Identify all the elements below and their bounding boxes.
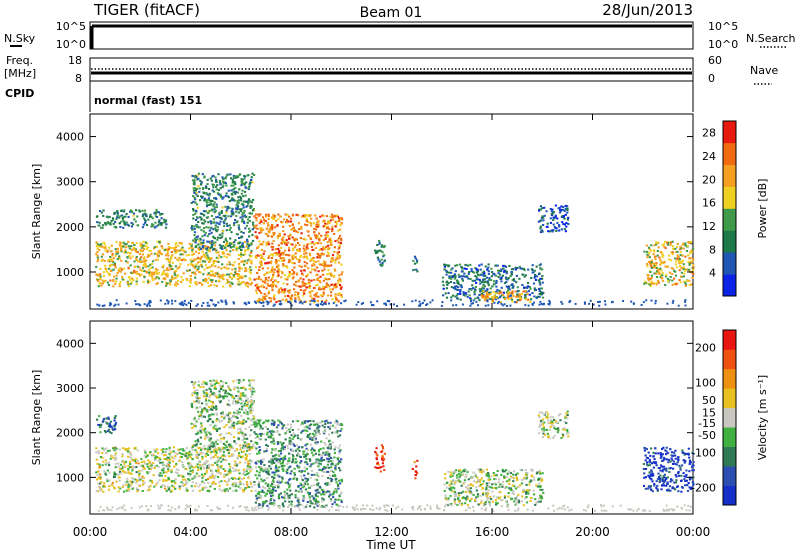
y-tick-label: 3000: [56, 176, 84, 189]
velocity-frame: [90, 321, 693, 514]
cpid-label: CPID: [5, 87, 34, 100]
y-tick-label: 3000: [56, 382, 84, 395]
y-tick-label: 4000: [56, 131, 84, 144]
colorbar-tick-label: 4: [709, 267, 716, 280]
colorbar-segment: [723, 369, 736, 389]
colorbar-segment: [723, 427, 736, 447]
colorbar-tick-label: 50: [702, 394, 716, 407]
station-title: TIGER (fitACF): [93, 1, 200, 19]
x-axis-label: Time UT: [365, 538, 416, 552]
y-tick-label: 4000: [56, 337, 84, 350]
x-tick-label: 12:00: [374, 525, 409, 539]
x-tick-label: 20:00: [575, 525, 610, 539]
colorbar-label: Velocity [m s⁻¹]: [756, 375, 769, 460]
nave-tick-top: 60: [708, 54, 722, 67]
x-tick-label: 16:00: [475, 525, 510, 539]
nave-tick-bottom: 0: [708, 72, 715, 85]
y-tick-label: 2000: [56, 221, 84, 234]
colorbar-segment: [723, 165, 736, 187]
colorbar-segment: [723, 143, 736, 165]
nsky-tick-top: 10^5: [56, 20, 86, 33]
colorbar-tick-label: 15: [702, 406, 716, 419]
colorbar-segment: [723, 121, 736, 143]
colorbar-tick-label: 200: [695, 342, 716, 355]
nave-label: Nave: [750, 64, 778, 77]
colorbar-tick-label: -100: [691, 447, 716, 460]
colorbar-tick-label: 16: [702, 197, 716, 210]
colorbar-tick-label: 8: [709, 243, 716, 256]
colorbar-segment: [723, 230, 736, 252]
colorbar-segment: [723, 209, 736, 231]
colorbar-tick-label: 28: [702, 127, 716, 140]
power-panel: 1000 2000 3000 4000 Slant Range [km] 4 8 12 16 20…: [30, 114, 769, 309]
nsky-label: N.Sky: [4, 32, 36, 45]
freq-label-line2: [MHz]: [4, 67, 36, 80]
nsearch-tick-bottom: 10^0: [708, 38, 738, 51]
colorbar-segment: [723, 447, 736, 467]
colorbar-tick-label: 20: [702, 173, 716, 186]
colorbar-segment: [723, 486, 736, 506]
nsky-tick-bottom: 10^0: [56, 38, 86, 51]
x-tick-label: 08:00: [274, 525, 309, 539]
colorbar-segment: [723, 408, 736, 428]
x-tick-label: 04:00: [173, 525, 208, 539]
cpid-value: normal (fast) 151: [94, 94, 202, 107]
colorbar-segment: [723, 274, 736, 296]
colorbar-segment: [723, 330, 736, 350]
beam-title: Beam 01: [360, 5, 423, 21]
colorbar-tick-label: 24: [702, 150, 716, 163]
power-frame: [90, 114, 693, 309]
freq-label-line1: Freq.: [6, 54, 33, 67]
colorbar-tick-label: 100: [695, 377, 716, 390]
colorbar-segment: [723, 349, 736, 369]
colorbar-tick-label: -200: [691, 482, 716, 495]
x-tick-label: 00:00: [73, 525, 108, 539]
y-axis-label: Slant Range [km]: [30, 164, 43, 260]
freq-tick-top: 18: [68, 54, 82, 67]
time-axis: 00:00 04:00 08:00 12:00 16:00 20:00 00:00: [73, 525, 711, 539]
nsearch-tick-top: 10^5: [708, 20, 738, 33]
y-tick-label: 2000: [56, 427, 84, 440]
colorbar-segment: [723, 388, 736, 408]
colorbar-label: Power [dB]: [756, 179, 769, 239]
nsearch-label: N.Search: [746, 32, 796, 45]
y-axis-label: Slant Range [km]: [30, 370, 43, 466]
freq-tick-bottom: 8: [75, 72, 82, 85]
date-title: 28/Jun/2013: [602, 1, 693, 19]
colorbar-segment: [723, 252, 736, 274]
y-tick-label: 1000: [56, 266, 84, 279]
y-tick-label: 1000: [56, 471, 84, 484]
colorbar-tick-label: -50: [698, 429, 716, 442]
colorbar-segment: [723, 187, 736, 209]
colorbar-tick-label: 12: [702, 220, 716, 233]
colorbar-segment: [723, 466, 736, 486]
x-tick-label: 00:00: [676, 525, 711, 539]
velocity-panel: 1000 2000 3000 4000 Slant Range [km] -200 -100…: [30, 321, 769, 514]
